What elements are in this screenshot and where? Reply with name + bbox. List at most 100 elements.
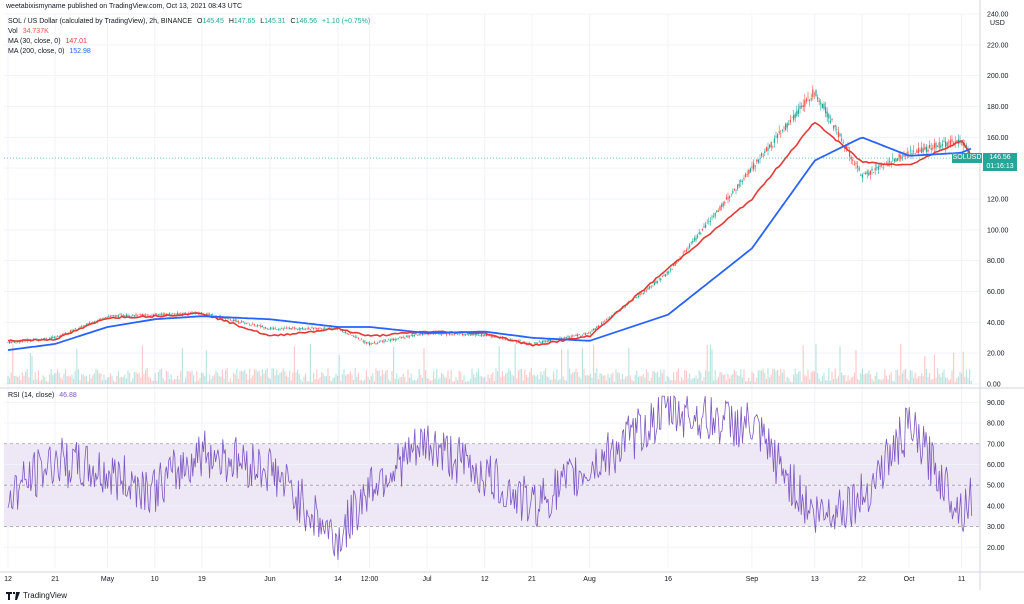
volume-bar — [668, 377, 670, 384]
candle-body — [655, 281, 657, 284]
candle-body — [210, 314, 212, 317]
candle-body — [820, 102, 822, 105]
candle-body — [826, 111, 828, 118]
volume-bar — [25, 371, 27, 384]
volume-bar — [92, 375, 94, 384]
volume-bar — [914, 372, 916, 384]
candle-body — [100, 318, 102, 320]
candle-body — [821, 103, 823, 109]
volume-bar — [844, 375, 846, 384]
candle-body — [746, 174, 748, 175]
volume-bar — [69, 376, 71, 384]
candle-body — [836, 129, 838, 130]
candle-body — [343, 332, 345, 333]
volume-bar — [452, 381, 454, 384]
volume-bar — [692, 378, 694, 384]
volume-bar — [229, 378, 231, 384]
volume-bar — [626, 376, 628, 384]
volume-bar — [364, 379, 366, 384]
volume-bar — [890, 372, 892, 384]
volume-bar — [180, 370, 182, 384]
candle-body — [212, 314, 214, 316]
candle-body — [650, 286, 652, 288]
ma200-label: MA (200, close, 0) — [8, 48, 65, 55]
candle-body — [253, 323, 255, 326]
candle-body — [319, 328, 321, 329]
volume-bar — [725, 380, 727, 384]
candle-body — [913, 150, 915, 152]
volume-bar — [492, 372, 494, 384]
volume-bar — [189, 372, 191, 384]
volume-bar — [471, 368, 473, 384]
candle-body — [303, 329, 305, 331]
volume-bar — [969, 369, 971, 384]
candle-body — [729, 196, 731, 199]
volume-bar — [522, 380, 524, 384]
volume-bar — [13, 376, 15, 384]
volume-bar — [173, 378, 175, 384]
candle-body — [591, 330, 593, 332]
candle-body — [802, 105, 804, 108]
volume-bar — [143, 374, 145, 384]
candle-body — [505, 339, 507, 340]
candle-body — [581, 334, 583, 336]
publisher-attribution: weetabixismyname published on TradingVie… — [6, 3, 243, 10]
symbol-tag: SOLUSD — [952, 153, 982, 163]
rsi-value: 46.88 — [59, 392, 77, 399]
volume-bar — [765, 379, 767, 384]
candle-body — [181, 313, 183, 315]
candle-body — [378, 341, 380, 343]
volume-bar — [858, 379, 860, 384]
candle-body — [644, 290, 646, 293]
volume-bar — [469, 378, 471, 384]
candle-body — [140, 314, 142, 316]
candle-body — [637, 296, 639, 298]
candle-body — [87, 323, 89, 325]
volume-bar — [895, 370, 897, 384]
candle-body — [255, 325, 257, 327]
candle-body — [445, 333, 447, 335]
candle-body — [573, 335, 575, 337]
candle-body — [740, 180, 742, 183]
candle-body — [709, 220, 711, 222]
volume-bar — [489, 378, 491, 384]
volume-bar — [937, 368, 939, 384]
candle-body — [829, 120, 831, 123]
candle-body — [268, 329, 270, 330]
candle-body — [594, 328, 596, 330]
candle-body — [693, 238, 695, 241]
candle-body — [932, 147, 934, 149]
volume-bar — [284, 371, 286, 384]
candle-body — [732, 190, 734, 194]
candle-body — [868, 172, 870, 176]
price-tick-label: 220.00 — [987, 42, 1009, 49]
candle-body — [917, 147, 919, 153]
candle-body — [852, 159, 854, 161]
volume-bar — [47, 381, 49, 384]
volume-bar — [967, 377, 969, 384]
volume-bar — [658, 376, 660, 384]
candle-body — [50, 337, 52, 340]
volume-bar — [420, 374, 422, 384]
candle-body — [751, 166, 753, 168]
candle-body — [377, 343, 379, 345]
symbol-legend: SOL / US Dollar (calculated by TradingVi… — [8, 17, 370, 26]
candle-body — [271, 327, 273, 329]
candle-body — [108, 316, 110, 317]
volume-bar — [545, 368, 547, 384]
volume-bar — [813, 371, 815, 384]
rsi-grid — [4, 401, 980, 548]
time-tick-label: Jun — [264, 576, 275, 583]
volume-bar — [329, 376, 331, 384]
candle-body — [452, 334, 454, 336]
candle-body — [930, 148, 932, 150]
volume-bar — [706, 345, 708, 384]
volume-bar — [167, 371, 169, 384]
volume-bar — [868, 370, 870, 384]
volume-bar — [749, 381, 751, 384]
volume-bar — [529, 371, 531, 384]
volume-bar — [405, 381, 407, 384]
candle-body — [914, 153, 916, 154]
volume-bar — [455, 377, 457, 384]
